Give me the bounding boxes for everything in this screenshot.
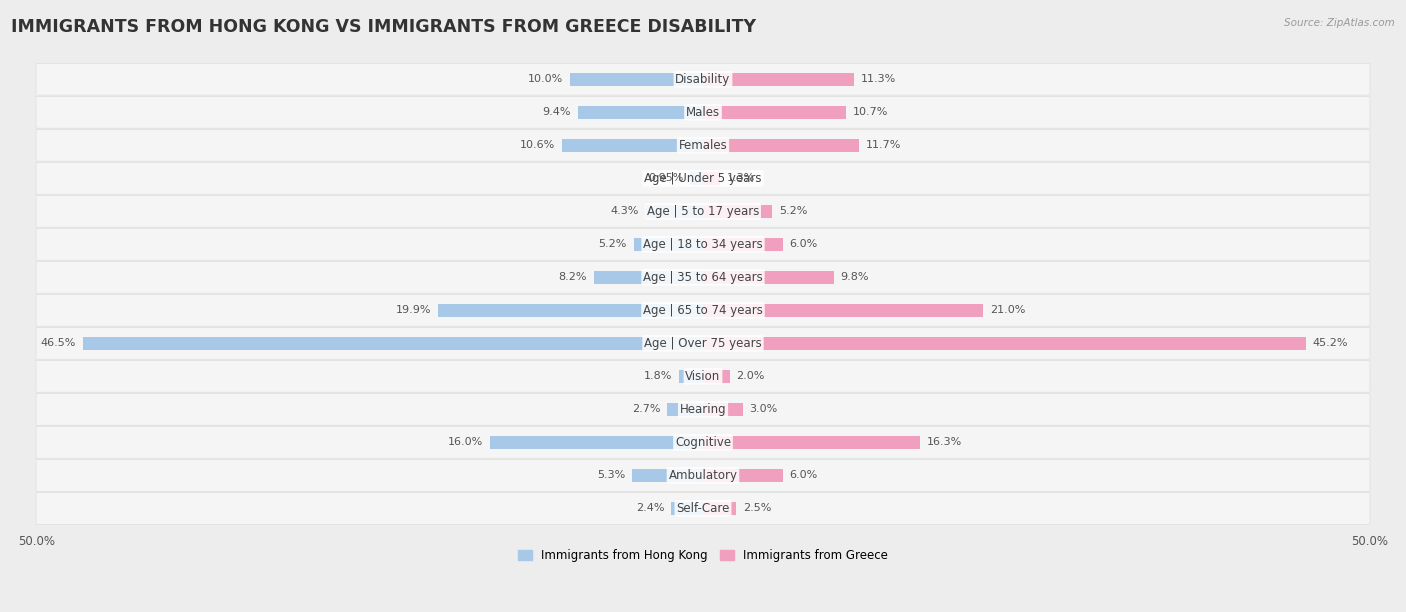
Bar bbox=[489, 436, 703, 449]
FancyBboxPatch shape bbox=[37, 64, 1369, 95]
Bar bbox=[593, 271, 703, 283]
Bar bbox=[633, 469, 703, 482]
Text: 2.4%: 2.4% bbox=[636, 504, 664, 513]
Bar bbox=[703, 139, 859, 152]
Text: 10.7%: 10.7% bbox=[852, 107, 887, 118]
Bar bbox=[703, 172, 720, 185]
Text: Self-Care: Self-Care bbox=[676, 502, 730, 515]
FancyBboxPatch shape bbox=[37, 294, 1369, 326]
FancyBboxPatch shape bbox=[37, 394, 1369, 425]
Text: 8.2%: 8.2% bbox=[558, 272, 586, 282]
Text: 2.7%: 2.7% bbox=[631, 405, 661, 414]
Text: 16.3%: 16.3% bbox=[927, 438, 962, 447]
FancyBboxPatch shape bbox=[37, 327, 1369, 359]
Text: 46.5%: 46.5% bbox=[41, 338, 76, 348]
Bar bbox=[645, 205, 703, 218]
Bar bbox=[634, 238, 703, 251]
Text: 16.0%: 16.0% bbox=[447, 438, 482, 447]
FancyBboxPatch shape bbox=[37, 427, 1369, 458]
Bar bbox=[679, 370, 703, 382]
Text: Ambulatory: Ambulatory bbox=[668, 469, 738, 482]
Text: 3.0%: 3.0% bbox=[749, 405, 778, 414]
Bar bbox=[703, 304, 983, 316]
Text: 1.8%: 1.8% bbox=[644, 371, 672, 381]
Bar bbox=[703, 469, 783, 482]
Bar bbox=[671, 502, 703, 515]
Bar bbox=[703, 502, 737, 515]
Text: 6.0%: 6.0% bbox=[790, 239, 818, 249]
Bar bbox=[703, 403, 742, 416]
FancyBboxPatch shape bbox=[37, 261, 1369, 293]
Text: 10.6%: 10.6% bbox=[520, 140, 555, 151]
FancyBboxPatch shape bbox=[37, 130, 1369, 161]
Text: Vision: Vision bbox=[685, 370, 721, 383]
Bar bbox=[703, 73, 853, 86]
Text: Age | 35 to 64 years: Age | 35 to 64 years bbox=[643, 271, 763, 284]
Text: 21.0%: 21.0% bbox=[990, 305, 1025, 315]
Text: Females: Females bbox=[679, 139, 727, 152]
Bar bbox=[83, 337, 703, 349]
Text: 11.3%: 11.3% bbox=[860, 74, 896, 84]
Text: 5.2%: 5.2% bbox=[779, 206, 807, 216]
Bar bbox=[703, 106, 845, 119]
Text: 6.0%: 6.0% bbox=[790, 471, 818, 480]
Text: 2.0%: 2.0% bbox=[737, 371, 765, 381]
Text: 1.3%: 1.3% bbox=[727, 173, 755, 184]
Text: 9.8%: 9.8% bbox=[841, 272, 869, 282]
FancyBboxPatch shape bbox=[37, 228, 1369, 260]
FancyBboxPatch shape bbox=[37, 195, 1369, 227]
Bar bbox=[703, 238, 783, 251]
FancyBboxPatch shape bbox=[37, 97, 1369, 128]
Text: Cognitive: Cognitive bbox=[675, 436, 731, 449]
FancyBboxPatch shape bbox=[37, 460, 1369, 491]
Bar bbox=[569, 73, 703, 86]
Text: IMMIGRANTS FROM HONG KONG VS IMMIGRANTS FROM GREECE DISABILITY: IMMIGRANTS FROM HONG KONG VS IMMIGRANTS … bbox=[11, 18, 756, 36]
Bar bbox=[703, 370, 730, 382]
Text: Age | 5 to 17 years: Age | 5 to 17 years bbox=[647, 205, 759, 218]
Legend: Immigrants from Hong Kong, Immigrants from Greece: Immigrants from Hong Kong, Immigrants fr… bbox=[513, 544, 893, 567]
Text: 5.3%: 5.3% bbox=[598, 471, 626, 480]
Text: 9.4%: 9.4% bbox=[543, 107, 571, 118]
FancyBboxPatch shape bbox=[37, 493, 1369, 524]
FancyBboxPatch shape bbox=[37, 162, 1369, 194]
FancyBboxPatch shape bbox=[37, 360, 1369, 392]
Text: 0.95%: 0.95% bbox=[648, 173, 683, 184]
Text: 5.2%: 5.2% bbox=[599, 239, 627, 249]
Text: 4.3%: 4.3% bbox=[610, 206, 638, 216]
Bar bbox=[561, 139, 703, 152]
Bar bbox=[703, 337, 1306, 349]
Text: Source: ZipAtlas.com: Source: ZipAtlas.com bbox=[1284, 18, 1395, 28]
Text: Hearing: Hearing bbox=[679, 403, 727, 416]
Bar bbox=[703, 436, 921, 449]
Bar bbox=[703, 205, 772, 218]
Text: Age | 18 to 34 years: Age | 18 to 34 years bbox=[643, 238, 763, 251]
Text: Age | Under 5 years: Age | Under 5 years bbox=[644, 172, 762, 185]
Text: 2.5%: 2.5% bbox=[742, 504, 772, 513]
Text: Age | Over 75 years: Age | Over 75 years bbox=[644, 337, 762, 350]
Text: 19.9%: 19.9% bbox=[395, 305, 430, 315]
Text: Disability: Disability bbox=[675, 73, 731, 86]
Text: 10.0%: 10.0% bbox=[527, 74, 562, 84]
Text: Age | 65 to 74 years: Age | 65 to 74 years bbox=[643, 304, 763, 317]
Text: Males: Males bbox=[686, 106, 720, 119]
Bar bbox=[666, 403, 703, 416]
Text: 11.7%: 11.7% bbox=[866, 140, 901, 151]
Bar bbox=[437, 304, 703, 316]
Bar bbox=[703, 271, 834, 283]
Text: 45.2%: 45.2% bbox=[1312, 338, 1348, 348]
Bar bbox=[578, 106, 703, 119]
Bar bbox=[690, 172, 703, 185]
